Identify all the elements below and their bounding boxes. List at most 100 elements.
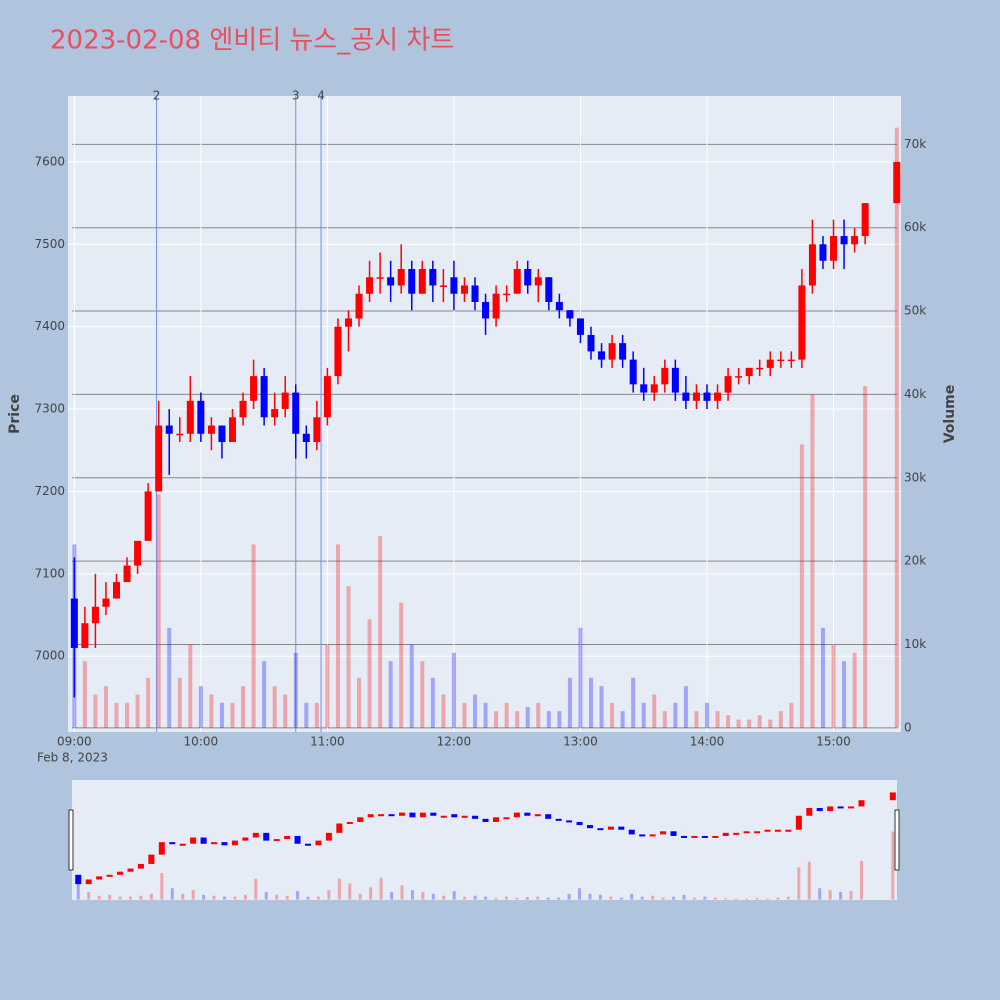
slider-volume (619, 897, 623, 900)
candle-body (134, 540, 142, 566)
candle-body (429, 269, 437, 286)
volume-bar (515, 711, 520, 728)
volume-bar (683, 686, 688, 728)
slider-volume (713, 897, 717, 900)
slider-candle (221, 842, 228, 846)
candle-body (545, 277, 553, 302)
slider-candle (378, 814, 385, 817)
y-tick-label: 7600 (34, 154, 65, 168)
slider-candle (190, 837, 197, 844)
y2-tick-label: 50k (904, 304, 926, 318)
candle-body (787, 359, 795, 362)
candle-body (861, 203, 869, 237)
plot-area (68, 96, 901, 732)
slider-candle (137, 863, 144, 869)
candle-body (492, 293, 500, 319)
candle-body (735, 376, 743, 378)
slider-volume (285, 895, 289, 900)
slider-volume (337, 878, 341, 900)
volume-bar (283, 694, 288, 728)
slider-volume (222, 896, 226, 900)
volume-bar (894, 127, 899, 728)
slider-candle (242, 837, 249, 841)
volume-bar (420, 661, 425, 728)
volume-bar (357, 677, 362, 728)
slider-volume (797, 867, 801, 900)
slider-volume (578, 888, 582, 900)
slider-volume (306, 896, 310, 900)
slider-handle[interactable] (894, 809, 900, 871)
y-tick-label: 7000 (34, 649, 65, 663)
event-label: 3 (292, 89, 300, 103)
slider-candle (889, 792, 896, 801)
candle-body (598, 351, 606, 360)
candle-body (155, 425, 163, 492)
candle-body (777, 359, 785, 362)
slider-candle (482, 818, 489, 822)
candle-body (387, 277, 395, 286)
volume-bar (694, 711, 699, 728)
slider-volume (76, 878, 80, 900)
volume-bar (325, 644, 330, 728)
slider-candle (754, 831, 761, 834)
volume-bar (704, 702, 709, 728)
slider-candle (733, 832, 740, 835)
x-tick-label: 10:00 (184, 735, 219, 749)
candle-body (619, 343, 627, 360)
slider-volume (839, 891, 843, 900)
slider-candle (96, 876, 103, 880)
slider-candle (774, 829, 781, 832)
volume-bar (557, 711, 562, 728)
slider-volume (598, 894, 602, 900)
slider-candle (764, 829, 771, 832)
volume-bar (156, 494, 161, 728)
slider-candle (837, 806, 844, 809)
volume-bar (863, 386, 868, 728)
slider-candle (555, 818, 562, 821)
slider-candle (691, 835, 698, 838)
slider-candle (545, 814, 552, 819)
candle-body (260, 376, 268, 418)
slider-candle (618, 826, 625, 830)
slider-handle[interactable] (68, 809, 74, 871)
volume-bar (747, 719, 752, 728)
candle-body (197, 400, 205, 434)
slider-candle (357, 817, 364, 822)
candle-body (587, 334, 595, 352)
candle-body (756, 367, 764, 370)
slider-volume (296, 891, 300, 900)
slider-candle (106, 874, 113, 877)
slider-volume (724, 898, 728, 900)
slider-candle (263, 832, 270, 841)
slider-candle (628, 829, 635, 835)
volume-bar (810, 394, 815, 728)
candle-body (376, 277, 384, 279)
slider-volume (473, 895, 477, 900)
slider-volume (703, 896, 707, 900)
volume-bar (177, 677, 182, 728)
volume-bar (820, 627, 825, 728)
candle-body (482, 301, 490, 319)
slider-candle (503, 817, 510, 820)
slider-volume (202, 894, 206, 900)
slider-volume (421, 891, 425, 900)
candle-body (292, 392, 300, 434)
slider-candle (722, 832, 729, 836)
slider-candle (848, 806, 855, 809)
slider-candle (346, 821, 353, 824)
candle-body (513, 269, 521, 294)
slider-volume (484, 896, 488, 900)
volume-bar (641, 702, 646, 728)
volume-bar (188, 644, 193, 728)
candle-body (682, 392, 690, 401)
candle-body (576, 318, 584, 335)
slider-candle (712, 835, 719, 838)
slider-volume (651, 895, 655, 900)
volume-bar (441, 694, 446, 728)
y-tick-label: 7500 (34, 237, 65, 251)
volume-bar (620, 711, 625, 728)
volume-bar (135, 694, 140, 728)
slider-volume (818, 888, 822, 900)
candle-body (81, 623, 89, 648)
y2-axis-title: Volume (942, 385, 958, 444)
